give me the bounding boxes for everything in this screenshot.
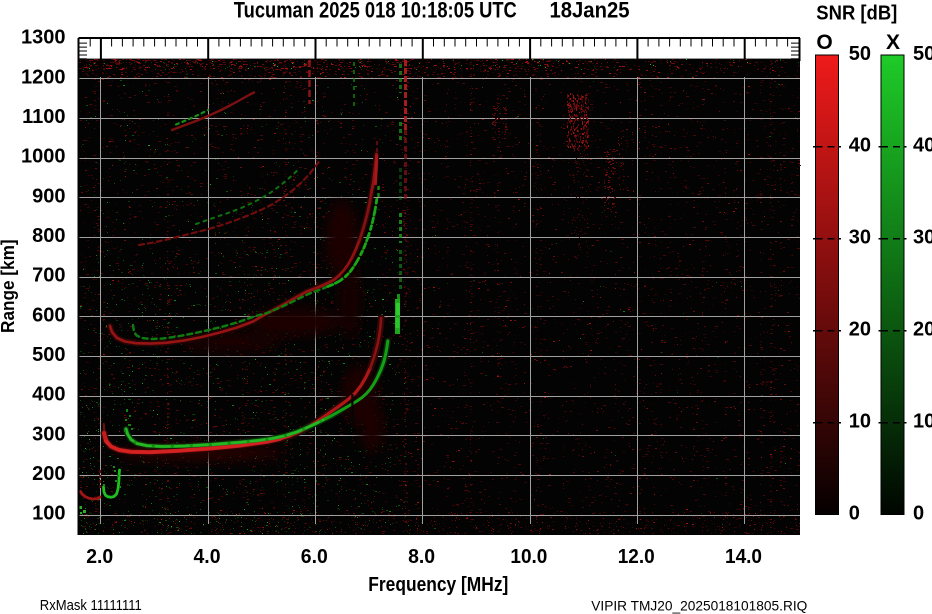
svg-text:10: 10 — [913, 410, 932, 432]
svg-text:50: 50 — [849, 43, 871, 65]
svg-text:12.0: 12.0 — [618, 546, 655, 568]
svg-text:VIPIR TMJ20_2025018101805.RIQ: VIPIR TMJ20_2025018101805.RIQ — [591, 598, 807, 614]
svg-text:8.0: 8.0 — [408, 546, 435, 568]
svg-text:20: 20 — [849, 319, 871, 341]
svg-text:6.0: 6.0 — [301, 546, 328, 568]
svg-text:Frequency [MHz]: Frequency [MHz] — [368, 574, 508, 596]
svg-text:18Jan25: 18Jan25 — [550, 0, 630, 22]
svg-text:2.0: 2.0 — [86, 546, 113, 568]
svg-text:300: 300 — [32, 423, 65, 445]
svg-text:30: 30 — [849, 227, 871, 249]
svg-text:0: 0 — [849, 502, 860, 524]
svg-text:10.0: 10.0 — [510, 546, 547, 568]
svg-text:500: 500 — [32, 344, 65, 366]
svg-text:Range [km]: Range [km] — [0, 239, 18, 333]
svg-text:1300: 1300 — [21, 27, 66, 49]
svg-text:Tucuman 2025 018 10:18:05 UTC: Tucuman 2025 018 10:18:05 UTC — [234, 0, 517, 22]
svg-text:SNR [dB]: SNR [dB] — [816, 3, 897, 25]
svg-text:30: 30 — [913, 227, 932, 249]
svg-text:40: 40 — [913, 135, 932, 157]
svg-text:800: 800 — [32, 225, 65, 247]
svg-text:20: 20 — [913, 319, 932, 341]
svg-text:0: 0 — [913, 502, 924, 524]
svg-text:RxMask 11111111: RxMask 11111111 — [40, 597, 142, 614]
svg-text:900: 900 — [32, 185, 65, 207]
svg-text:1200: 1200 — [21, 66, 66, 88]
svg-text:4.0: 4.0 — [194, 546, 221, 568]
svg-text:10: 10 — [849, 410, 871, 432]
svg-text:200: 200 — [32, 463, 65, 485]
svg-text:1100: 1100 — [22, 106, 65, 128]
svg-text:400: 400 — [32, 384, 65, 406]
svg-text:O: O — [816, 31, 832, 54]
svg-text:1000: 1000 — [21, 146, 66, 168]
svg-text:X: X — [886, 31, 900, 54]
svg-text:700: 700 — [32, 265, 65, 287]
svg-text:14.0: 14.0 — [725, 546, 762, 568]
svg-text:50: 50 — [913, 43, 932, 65]
svg-text:40: 40 — [849, 135, 871, 157]
svg-text:100: 100 — [32, 503, 65, 525]
svg-text:600: 600 — [32, 304, 65, 326]
